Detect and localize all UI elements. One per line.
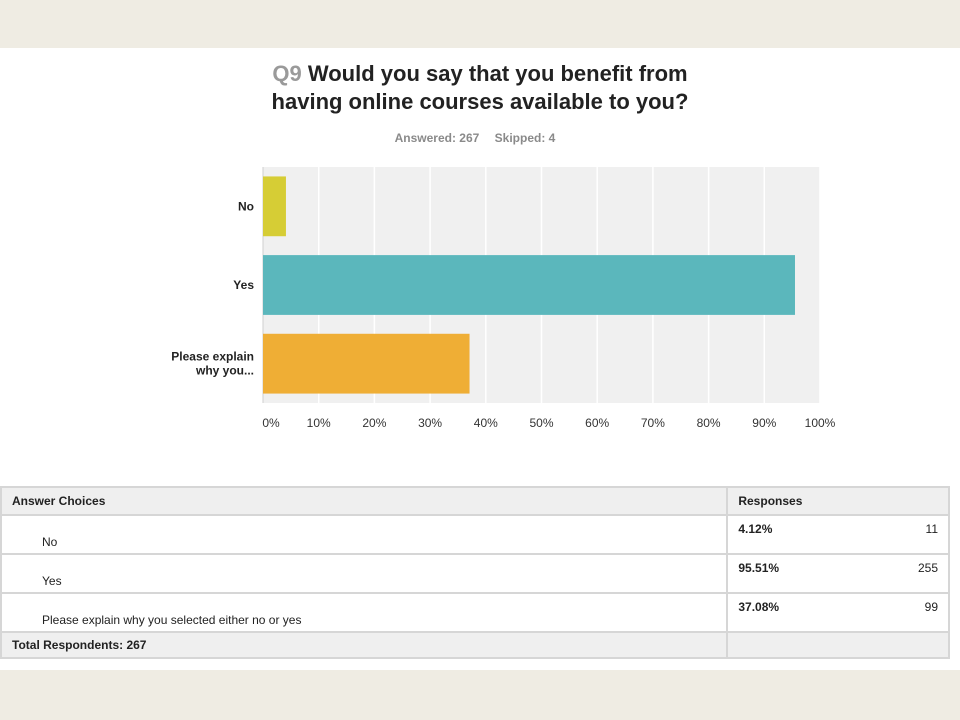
bar-3: [263, 333, 470, 394]
responses-header: Responses: [726, 486, 950, 516]
table-header-row: Answer Choices Responses: [0, 486, 950, 516]
response-cell: 95.51% 255: [726, 553, 950, 594]
x-tick-label: 70%: [641, 416, 665, 430]
choice-cell: Yes: [0, 553, 729, 594]
total-empty-cell: [726, 631, 950, 659]
choice-cell: Please explain why you selected either n…: [0, 592, 729, 633]
response-stats: Answered: 267 Skipped: 4: [0, 131, 950, 145]
question-title: Q9 Would you say that you benefit from h…: [0, 60, 960, 116]
response-percent: 4.12%: [738, 522, 773, 536]
bar-2: [263, 255, 795, 315]
category-label: Yes: [233, 278, 254, 292]
skipped-count: Skipped: 4: [494, 131, 556, 145]
category-label: No: [238, 199, 254, 213]
x-tick-label: 90%: [752, 416, 776, 430]
answer-choices-header: Answer Choices: [0, 486, 729, 516]
total-respondents: Total Respondents: 267: [0, 631, 729, 659]
responses-table: Answer Choices Responses No 4.12% 11 Yes…: [0, 486, 950, 659]
table-row: No 4.12% 11: [0, 514, 950, 555]
choice-cell: No: [0, 514, 729, 555]
response-count: 99: [924, 600, 938, 614]
x-tick-label: 20%: [362, 416, 386, 430]
question-line-1: Would you say that you benefit from: [307, 61, 688, 86]
bar-1: [263, 176, 286, 237]
question-line-2: having online courses available to you?: [271, 89, 689, 114]
x-tick-label: 60%: [585, 416, 609, 430]
response-count: 255: [917, 561, 938, 575]
x-tick-label: 80%: [697, 416, 721, 430]
response-count: 11: [925, 522, 938, 536]
x-tick-label: 10%: [307, 416, 331, 430]
table-row: Please explain why you selected either n…: [0, 592, 950, 633]
x-tick-label: 30%: [418, 416, 442, 430]
category-label: why you...: [195, 364, 254, 378]
answered-count: Answered: 267: [394, 131, 480, 145]
x-tick-label: 40%: [474, 416, 498, 430]
x-tick-label: 50%: [529, 416, 553, 430]
category-label: Please explain: [171, 350, 254, 364]
response-cell: 37.08% 99: [726, 592, 950, 633]
response-cell: 4.12% 11: [726, 514, 950, 555]
table-row: Yes 95.51% 255: [0, 553, 950, 594]
response-percent: 37.08%: [738, 600, 780, 614]
question-number: Q9: [272, 61, 302, 86]
response-percent: 95.51%: [738, 561, 780, 575]
x-tick-label: 100%: [805, 416, 836, 430]
total-row: Total Respondents: 267: [0, 631, 950, 659]
bar-chart: 0% 10% 20% 30% 40% 50% 60% 70% 80% 90% 100% No Yes Pl…: [171, 167, 836, 430]
x-tick-label: 0%: [262, 416, 280, 430]
